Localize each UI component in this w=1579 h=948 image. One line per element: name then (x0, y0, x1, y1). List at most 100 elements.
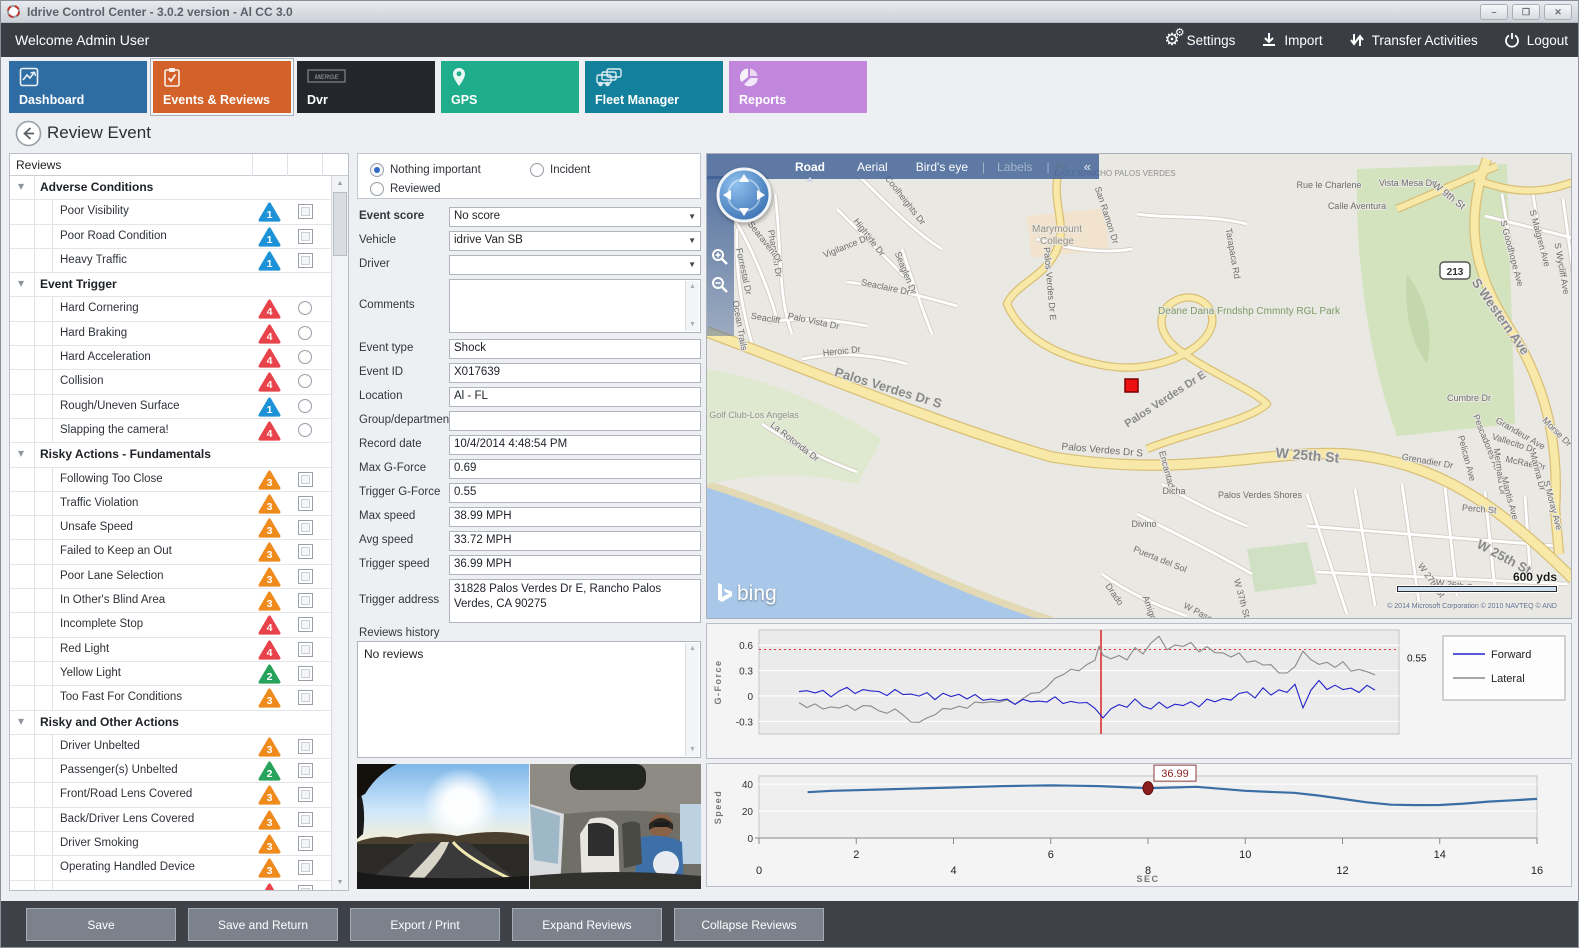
zoom-out-icon[interactable] (711, 276, 729, 294)
field-group-department-input[interactable] (449, 411, 701, 431)
logout-button[interactable]: Logout (1504, 32, 1568, 48)
tab-fleet-manager[interactable]: Fleet Manager (585, 61, 723, 113)
item-checkbox[interactable] (298, 738, 313, 754)
back-button[interactable] (15, 120, 42, 147)
review-item-row[interactable]: Operating Handled Device 3 (10, 856, 348, 881)
item-radio[interactable] (298, 301, 312, 316)
item-radio[interactable] (298, 325, 312, 340)
review-item-row[interactable]: Collision 4 (10, 370, 348, 395)
tab-gps[interactable]: GPS (441, 61, 579, 113)
field-max-speed-input[interactable]: 38.99 MPH (449, 507, 701, 527)
item-radio[interactable] (298, 398, 312, 413)
map-view-birdseye[interactable]: Bird's eye (915, 159, 968, 174)
bing-logo[interactable]: bing (717, 582, 777, 606)
radio-nothing-important[interactable]: Nothing important (370, 163, 481, 177)
item-checkbox[interactable] (298, 204, 313, 220)
item-checkbox[interactable] (298, 471, 313, 487)
radio-icon[interactable] (370, 182, 384, 196)
review-group-row[interactable]: ▾ Risky Actions - Fundamentals (10, 443, 348, 468)
field-event-id-input[interactable]: X017639 (449, 363, 701, 383)
field-comments-input[interactable]: ▲ ▼ (449, 279, 701, 333)
item-checkbox[interactable] (298, 228, 313, 244)
field-avg-speed-input[interactable]: 33.72 MPH (449, 531, 701, 551)
scroll-down-icon[interactable]: ▼ (689, 746, 696, 753)
field-record-date-input[interactable]: 10/4/2014 4:48:54 PM (449, 435, 701, 455)
tab-reports[interactable]: Reports (729, 61, 867, 113)
event-location-marker[interactable] (1124, 378, 1139, 393)
review-item-row[interactable]: Incomplete Stop 4 (10, 613, 348, 638)
item-checkbox[interactable] (298, 495, 313, 511)
history-scrollbar[interactable]: ▲ ▼ (685, 643, 699, 756)
radio-icon[interactable] (530, 163, 544, 177)
field-vehicle-select[interactable]: idrive Van SB ▼ (449, 231, 701, 251)
item-checkbox[interactable] (298, 836, 313, 852)
review-item-row[interactable]: Hard Cornering 4 (10, 297, 348, 322)
review-item-row[interactable]: Heavy Traffic 1 (10, 248, 348, 274)
collapse-arrow-icon[interactable]: ▾ (18, 179, 25, 193)
expand-reviews-button[interactable]: Expand Reviews (512, 908, 662, 941)
review-item-row[interactable]: Hard Braking 4 (10, 321, 348, 347)
field-trigger-g-force-input[interactable]: 0.55 (449, 483, 701, 503)
scroll-up-icon[interactable]: ▲ (689, 645, 696, 652)
zoom-in-icon[interactable] (711, 248, 729, 266)
radio-icon[interactable] (370, 163, 384, 177)
review-item-row[interactable]: Poor Lane Selection 3 (10, 564, 348, 590)
reviews-scrollbar[interactable]: ▲ ▼ (331, 176, 348, 890)
cabin-camera-thumbnail[interactable] (530, 764, 701, 889)
item-checkbox[interactable] (298, 763, 313, 779)
collapse-reviews-button[interactable]: Collapse Reviews (674, 908, 824, 941)
tab-dashboard[interactable]: Dashboard (9, 61, 147, 113)
review-group-row[interactable]: ▾ Event Trigger (10, 273, 348, 298)
item-checkbox[interactable] (298, 787, 313, 803)
save-and-return-button[interactable]: Save and Return (188, 908, 338, 941)
item-checkbox[interactable] (298, 690, 313, 706)
review-item-row[interactable]: Back/Driver Lens Covered 3 (10, 807, 348, 833)
scrollbar-thumb[interactable] (333, 192, 347, 256)
item-checkbox[interactable] (298, 520, 313, 536)
review-item-row[interactable]: Failed to Keep an Out 3 (10, 540, 348, 565)
bing-map[interactable]: 213 EAST RANCHO PALOS VERDES Marymount Coll… (706, 153, 1572, 619)
chevron-down-icon[interactable]: ▼ (688, 236, 696, 245)
item-checkbox[interactable] (298, 811, 313, 827)
review-item-row[interactable]: Driver Unbelted 3 (10, 734, 348, 760)
review-item-row[interactable]: Driver Smoking 3 (10, 832, 348, 857)
item-checkbox[interactable] (298, 568, 313, 584)
field-driver-select[interactable]: ▼ (449, 255, 701, 275)
map-view-labels[interactable]: Labels (997, 159, 1033, 174)
tab-dvr[interactable]: MERGE Dvr (297, 61, 435, 113)
scroll-down-icon[interactable]: ▼ (689, 321, 696, 328)
maximize-button[interactable]: ❐ (1512, 4, 1540, 20)
pan-north-icon[interactable] (739, 174, 749, 182)
radio-reviewed[interactable]: Reviewed (370, 182, 441, 196)
review-item-row[interactable]: Following Too Close 3 (10, 467, 348, 492)
item-checkbox[interactable] (298, 665, 313, 681)
review-item-row[interactable]: Front/Road Lens Covered 3 (10, 783, 348, 808)
collapse-arrow-icon[interactable]: ▾ (18, 276, 25, 291)
review-item-row[interactable]: Passenger(s) Unbelted 2 (10, 759, 348, 784)
review-group-row[interactable]: ▾ Adverse Conditions (10, 176, 348, 201)
review-item-row[interactable]: Rough/Uneven Surface 1 (10, 394, 348, 419)
map-view-road[interactable]: Road (795, 159, 825, 182)
scroll-down-icon[interactable]: ▼ (336, 879, 344, 886)
field-max-g-force-input[interactable]: 0.69 (449, 459, 701, 479)
review-item-row[interactable]: Slapping the camera! 4 (10, 418, 348, 444)
item-checkbox[interactable] (298, 884, 313, 890)
item-radio[interactable] (298, 350, 312, 365)
item-checkbox[interactable] (298, 252, 313, 268)
item-radio[interactable] (298, 422, 312, 437)
collapse-arrow-icon[interactable]: ▾ (18, 713, 25, 728)
export-print-button[interactable]: Export / Print (350, 908, 500, 941)
field-trigger-address-input[interactable]: 31828 Palos Verdes Dr E, Rancho Palos Ve… (449, 579, 701, 623)
field-event-type-input[interactable]: Shock (449, 339, 701, 359)
field-location-input[interactable]: Al - FL (449, 387, 701, 407)
item-radio[interactable] (298, 374, 312, 389)
pan-east-icon[interactable] (757, 190, 765, 200)
review-item-row[interactable]: Too Fast For Conditions 3 (10, 686, 348, 711)
minimize-button[interactable]: – (1480, 4, 1508, 20)
map-view-aerial[interactable]: Aerial (857, 159, 888, 174)
textarea-scrollbar[interactable]: ▲ ▼ (685, 281, 699, 331)
item-checkbox[interactable] (298, 860, 313, 876)
transfer-activities-button[interactable]: Transfer Activities (1349, 32, 1478, 48)
pan-west-icon[interactable] (723, 190, 731, 200)
pan-south-icon[interactable] (739, 208, 749, 216)
